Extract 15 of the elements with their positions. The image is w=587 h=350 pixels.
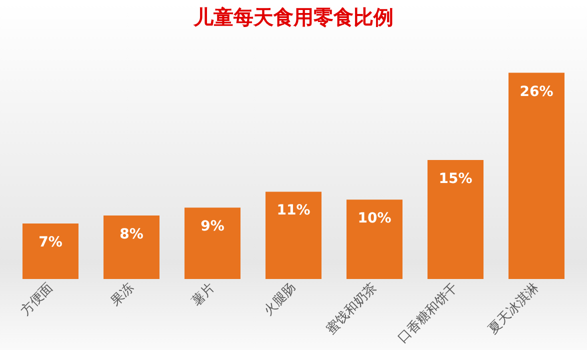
data-label: 10% — [358, 210, 392, 227]
data-label: 9% — [200, 218, 224, 235]
x-tick-label: 薯片 — [189, 280, 218, 310]
x-tick-label: 蜜饯和奶茶 — [322, 280, 380, 338]
x-tick-label: 果冻 — [108, 280, 138, 310]
data-label: 15% — [438, 171, 472, 188]
x-tick-label: 夏天冰淇淋 — [486, 280, 542, 338]
data-label: 7% — [38, 234, 62, 250]
x-tick-label: 口香糖和饼干 — [395, 280, 462, 346]
data-label: 26% — [520, 84, 554, 100]
x-tick-label: 火腿肠 — [260, 280, 300, 319]
x-tick-label: 方便面 — [17, 280, 56, 319]
chart-title: 儿童每天食用零食比例 — [192, 5, 394, 29]
data-label: 8% — [120, 226, 144, 243]
data-label: 11% — [276, 202, 310, 219]
